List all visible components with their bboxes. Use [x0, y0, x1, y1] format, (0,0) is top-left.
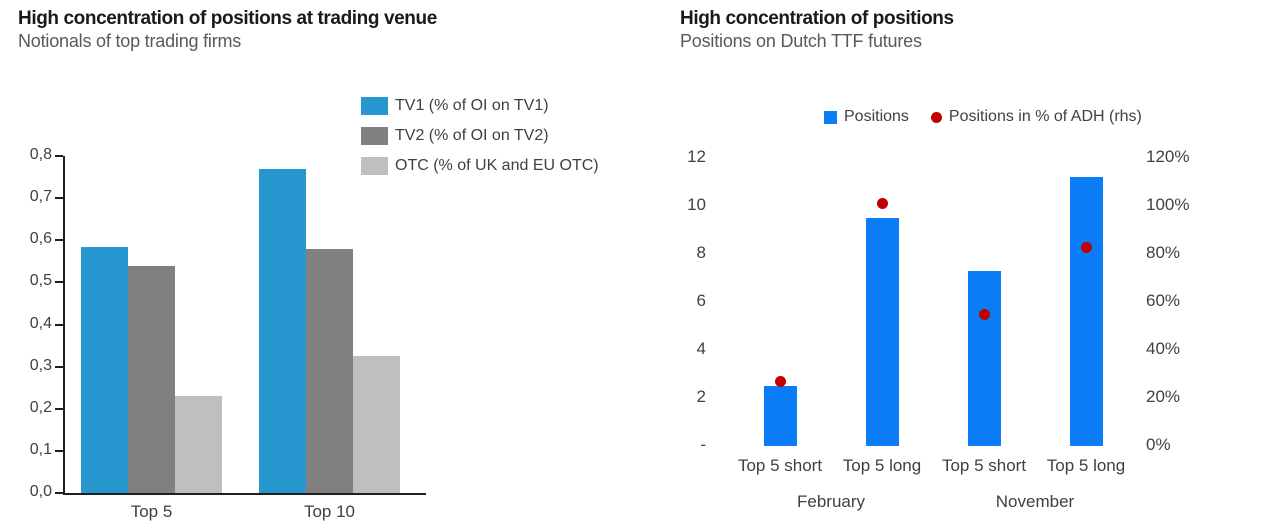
left-axis-label: 12 [687, 147, 706, 167]
bar-top5-series1 [81, 246, 128, 493]
adh-percentage-dot-0 [774, 375, 786, 387]
chart-left-subtitle: Notionals of top trading firms [18, 31, 242, 51]
legend-swatch-icon [361, 96, 388, 115]
chart-left-panel: High concentration of positions at tradi… [18, 8, 599, 521]
y-axis-tick-label: 0,2 [29, 398, 52, 416]
y-axis-tick-mark [55, 365, 63, 368]
legend-swatch-icon [361, 156, 388, 175]
legend-label: TV1 (% of OI on TV1) [395, 96, 549, 114]
left-axis-label: - [700, 435, 706, 454]
bar-top-5-long-1 [865, 218, 899, 446]
y-axis-tick-mark [55, 323, 63, 326]
y-axis-tick-mark [55, 239, 63, 242]
y-axis-tick-label: 0,8 [29, 146, 52, 163]
right-axis-label: 0% [1146, 435, 1171, 454]
y-axis-tick-label: 0,6 [29, 230, 52, 248]
y-axis-tick-mark [55, 449, 63, 452]
chart-right-title: High concentration of positions [680, 8, 954, 29]
x-group-label: February [796, 492, 866, 511]
x-category-label: Top 5 long [842, 456, 922, 475]
right-axis-label: 20% [1146, 387, 1181, 407]
legend-swatch-icon [361, 126, 388, 145]
right-axis-label: 80% [1146, 243, 1181, 263]
left-axis-label: 6 [696, 291, 706, 311]
legend-item: TV1 (% of OI on TV1) [361, 96, 549, 115]
adh-percentage-dot-1 [876, 198, 888, 210]
y-axis-tick-mark [55, 281, 63, 284]
left-axis-label: 8 [696, 243, 706, 263]
adh-percentage-dot-2 [978, 308, 990, 320]
right-axis-label: 40% [1146, 339, 1181, 359]
right-axis-label: 60% [1146, 291, 1181, 311]
bar-top-5-short-2 [967, 270, 1001, 446]
bar-top-5-short-0 [763, 386, 797, 446]
legend-label: TV2 (% of OI on TV2) [395, 126, 549, 144]
x-category-label: Top 5 [130, 502, 173, 521]
x-category-label: Top 10 [303, 502, 356, 521]
chart-right-subtitle: Positions on Dutch TTF futures [680, 31, 922, 51]
chart-left-title: High concentration of positions at tradi… [18, 8, 437, 29]
legend-label: Positions in % of ADH (rhs) [948, 108, 1142, 125]
y-axis-tick-mark [55, 197, 63, 200]
y-axis-tick-mark [55, 407, 63, 410]
chart-right-panel: High concentration of positions Position… [640, 0, 1280, 531]
y-axis-tick-label: 0,1 [29, 440, 52, 458]
bar-top10-series2 [306, 248, 353, 493]
bar-top-5-long-3 [1069, 177, 1103, 446]
left-axis-label: 2 [696, 387, 706, 407]
legend-item: OTC (% of UK and EU OTC) [361, 156, 599, 175]
right-axis-label: 100% [1146, 195, 1190, 215]
x-category-label: Top 5 long [1046, 456, 1126, 475]
y-axis-tick-mark [55, 492, 63, 494]
bar-top5-series3 [175, 396, 222, 493]
left-axis-label: 4 [696, 339, 706, 359]
legend-item: TV2 (% of OI on TV2) [361, 126, 549, 145]
y-axis-tick-label: 0,3 [29, 356, 52, 374]
legend-item-row: Positions Positions in % of ADH (rhs) [824, 107, 1142, 127]
legend-dot-icon [930, 111, 942, 123]
x-category-label: Top 5 short [737, 456, 823, 475]
legend-label: OTC (% of UK and EU OTC) [395, 156, 599, 174]
right-axis-label: 120% [1146, 147, 1190, 167]
x-axis-line [63, 493, 426, 495]
y-axis-tick-mark [55, 155, 63, 157]
x-group-label: November [995, 492, 1075, 511]
y-axis-line [63, 156, 65, 495]
bar-top5-series2 [128, 265, 175, 493]
left-axis-label: 10 [687, 195, 706, 215]
y-axis-tick-label: 0,7 [29, 188, 52, 206]
legend-label: Positions [844, 108, 909, 125]
y-axis-tick-label: 0,4 [29, 314, 52, 332]
x-category-label: Top 5 short [941, 456, 1027, 475]
y-axis-tick-label: 0,0 [29, 483, 52, 500]
y-axis-tick-label: 0,5 [29, 272, 52, 290]
adh-percentage-dot-3 [1080, 241, 1092, 253]
bar-top10-series3 [353, 356, 400, 493]
legend-swatch-icon [824, 110, 837, 124]
bar-top10-series1 [259, 168, 306, 493]
